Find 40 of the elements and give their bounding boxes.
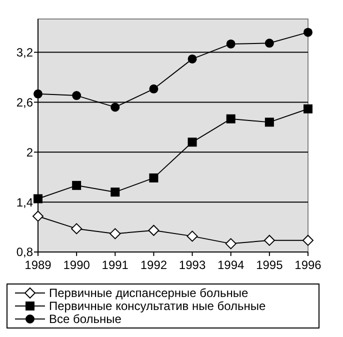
point — [188, 54, 197, 64]
legend-label: Первичные диспансерные больные — [49, 286, 248, 300]
x-tick-label: 1989 — [24, 258, 52, 272]
point — [149, 173, 158, 182]
point — [72, 180, 82, 190]
point — [304, 28, 312, 37]
point — [302, 234, 314, 246]
point — [188, 138, 197, 147]
x-tick-label: 1993 — [178, 258, 206, 272]
x-tick-label: 1995 — [256, 258, 284, 272]
point — [34, 89, 42, 98]
point — [226, 114, 236, 124]
point — [72, 91, 82, 100]
point — [71, 223, 82, 234]
y-tick-label: 1,4 — [16, 195, 34, 210]
y-tick-label: 2 — [26, 145, 34, 160]
point — [149, 84, 158, 94]
x-tick-label: 1991 — [102, 258, 129, 272]
point — [225, 238, 236, 250]
legend-label: Все больные — [49, 312, 122, 326]
x-tick-label: 1990 — [63, 258, 90, 272]
x-tick-label: 1992 — [140, 258, 168, 272]
legend-label: Первичные консультатив ные больные — [49, 299, 266, 314]
point — [148, 224, 160, 236]
point — [110, 102, 120, 112]
y-tick-label: 3,2 — [16, 45, 34, 60]
point — [110, 228, 121, 240]
point — [264, 118, 274, 127]
y-tick-label: 2,6 — [16, 95, 34, 110]
x-tick-label: 1994 — [218, 258, 245, 272]
point — [34, 194, 42, 204]
point — [264, 234, 275, 246]
point — [110, 188, 120, 197]
y-tick-label: 0,8 — [16, 245, 34, 260]
point — [264, 38, 274, 48]
point — [304, 104, 312, 114]
point — [32, 210, 44, 222]
point — [226, 39, 236, 48]
x-tick-label: 1996 — [294, 258, 322, 272]
point — [186, 230, 198, 242]
